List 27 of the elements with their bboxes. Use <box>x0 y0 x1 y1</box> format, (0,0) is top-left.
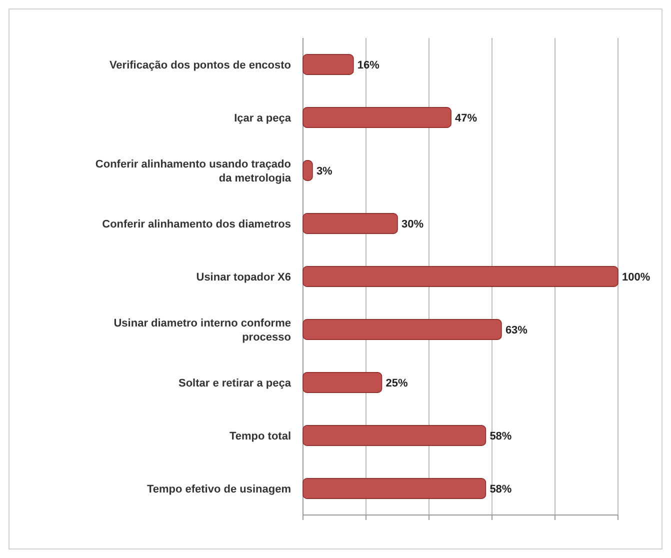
bar <box>302 266 618 287</box>
bar <box>302 54 354 75</box>
y-tick-label: Tempo efetivo de usinagem <box>146 484 292 496</box>
y-tick-label: Usinar diametro interno conforme processo <box>114 318 292 344</box>
data-label: 25% <box>386 378 408 390</box>
bar <box>302 160 313 181</box>
data-label: 58% <box>490 484 512 496</box>
data-label: 63% <box>505 324 528 336</box>
bar <box>302 213 398 234</box>
y-tick-label: Tempo total <box>229 430 291 442</box>
bar <box>302 107 452 128</box>
data-label: 100% <box>622 272 650 284</box>
y-tick-label: Conferir alinhamento usando traçado da metrologia <box>95 158 292 184</box>
y-tick-label: Verificação dos pontos de encosto <box>109 60 292 72</box>
bar <box>302 425 486 446</box>
data-label: 16% <box>357 60 380 72</box>
data-label: 30% <box>402 218 424 230</box>
data-label: 3% <box>316 166 333 178</box>
bar <box>302 478 486 499</box>
data-label: 47% <box>455 112 478 124</box>
bar <box>302 319 502 340</box>
y-tick-label: Usinar topador X6 <box>196 272 291 284</box>
data-label: 58% <box>490 430 512 442</box>
y-tick-label: Conferir alinhamento dos diametros <box>102 218 291 230</box>
y-tick-label: Içar a peça <box>234 112 292 124</box>
y-tick-label: Soltar e retirar a peça <box>178 378 292 390</box>
bar <box>302 372 382 393</box>
